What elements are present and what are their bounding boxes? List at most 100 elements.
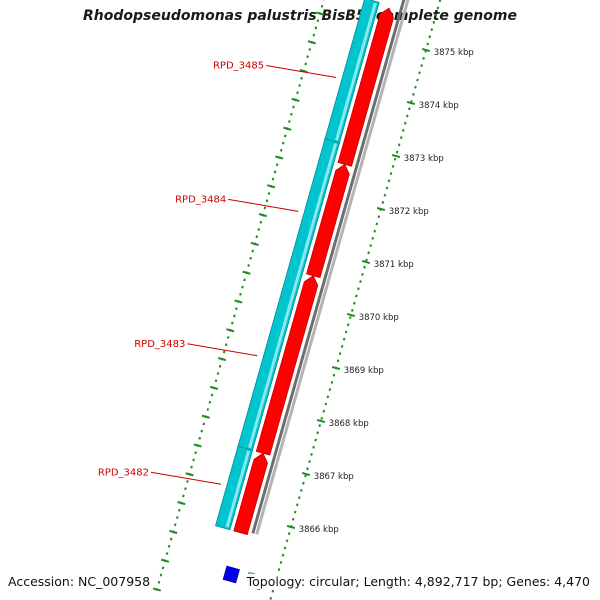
inner-minor-tick <box>198 436 201 440</box>
tick-label: 3873 kbp <box>404 154 444 164</box>
minor-tick <box>336 359 340 363</box>
inner-minor-tick <box>208 400 212 404</box>
tick-label: 3872 kbp <box>389 207 429 217</box>
inner-minor-tick <box>233 314 236 318</box>
inner-major-tick <box>169 529 178 534</box>
inner-minor-tick <box>182 494 185 498</box>
minor-tick <box>363 265 366 269</box>
inner-minor-tick <box>314 26 318 30</box>
inner-minor-tick <box>255 235 259 239</box>
inner-major-tick <box>152 587 162 592</box>
minor-tick <box>420 64 423 68</box>
inner-major-tick <box>258 213 267 218</box>
inner-major-tick <box>193 443 202 448</box>
minor-tick <box>300 488 303 492</box>
inner-minor-tick <box>320 4 324 8</box>
inner-minor-tick <box>200 429 204 433</box>
inner-minor-tick <box>267 192 271 195</box>
gene-label: RPD_3482 <box>98 467 149 478</box>
minor-tick <box>271 589 275 593</box>
minor-tick <box>338 352 342 356</box>
minor-tick <box>279 560 283 564</box>
minor-tick <box>328 388 332 392</box>
inner-minor-tick <box>296 91 299 95</box>
gene-arrow <box>255 275 319 456</box>
minor-tick <box>416 78 419 82</box>
inner-minor-tick <box>226 336 230 339</box>
gene-label-leader <box>266 65 337 79</box>
minor-tick <box>293 510 297 514</box>
gene-arrow <box>306 163 350 279</box>
minor-tick <box>332 373 336 377</box>
major-tick <box>301 471 311 477</box>
inner-minor-tick <box>290 112 293 116</box>
major-tick <box>406 100 416 106</box>
reverse-feature-highlight <box>335 2 377 141</box>
inner-minor-tick <box>279 148 283 152</box>
tick-label: 3874 kbp <box>419 101 459 111</box>
minor-tick <box>432 20 436 24</box>
inner-minor-tick <box>300 76 303 80</box>
inner-minor-tick <box>216 372 220 375</box>
inner-minor-tick <box>222 350 226 354</box>
inner-minor-tick <box>271 177 275 181</box>
gene-label: RPD_3484 <box>175 194 226 205</box>
minor-tick <box>353 301 356 305</box>
minor-tick <box>438 0 442 3</box>
minor-tick <box>367 251 370 255</box>
minor-tick <box>412 92 415 96</box>
minor-tick <box>283 546 287 550</box>
inner-minor-tick <box>241 285 244 289</box>
inner-minor-tick <box>265 199 269 203</box>
minor-tick <box>373 229 377 233</box>
minor-tick <box>369 244 372 248</box>
inner-minor-tick <box>178 508 181 512</box>
gene-label-leader <box>187 343 258 357</box>
minor-tick <box>348 316 352 320</box>
gene-arrow <box>337 7 394 167</box>
minor-tick <box>302 481 305 485</box>
inner-minor-tick <box>167 544 171 548</box>
minor-tick <box>361 272 364 276</box>
inner-minor-tick <box>176 516 179 519</box>
minor-tick <box>326 395 330 399</box>
minor-tick <box>387 179 391 183</box>
backbone-line <box>251 0 406 534</box>
map-title: Rhodopseudomonas palustris BisB5, comple… <box>83 8 517 24</box>
minor-tick <box>314 438 317 442</box>
inner-minor-tick <box>224 343 228 347</box>
minor-tick <box>422 56 425 60</box>
inner-minor-tick <box>190 465 193 469</box>
gene-arrow <box>233 452 268 536</box>
minor-tick <box>320 416 324 420</box>
inner-major-tick <box>226 328 235 333</box>
inner-minor-tick <box>231 321 234 325</box>
inner-minor-tick <box>235 307 238 311</box>
inner-minor-tick <box>165 552 169 555</box>
inner-minor-tick <box>192 458 195 462</box>
minor-tick <box>285 539 289 543</box>
minor-tick <box>357 287 360 291</box>
minor-tick <box>344 330 348 334</box>
major-tick <box>286 524 296 530</box>
reverse-feature-highlight <box>248 143 338 449</box>
inner-minor-tick <box>281 141 285 145</box>
minor-tick <box>414 85 417 89</box>
minor-tick <box>406 114 409 118</box>
inner-minor-tick <box>322 0 326 1</box>
minor-tick <box>397 143 401 147</box>
inner-major-tick <box>291 97 300 102</box>
inner-minor-tick <box>210 393 214 397</box>
inner-minor-tick <box>218 364 222 368</box>
minor-tick <box>383 193 387 197</box>
minor-tick <box>381 200 385 204</box>
minor-tick <box>393 157 397 161</box>
minor-tick <box>377 215 381 219</box>
inner-minor-tick <box>275 163 279 167</box>
tick-label: 3869 kbp <box>344 366 384 376</box>
inner-minor-tick <box>288 120 291 123</box>
feature-tracks <box>215 0 410 591</box>
inner-minor-tick <box>259 220 263 224</box>
inner-major-tick <box>217 357 227 362</box>
minor-tick <box>316 431 319 435</box>
